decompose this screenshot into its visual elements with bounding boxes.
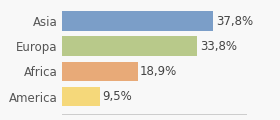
Text: 37,8%: 37,8% bbox=[216, 15, 253, 27]
Bar bbox=[62, 36, 197, 56]
Text: 9,5%: 9,5% bbox=[102, 90, 132, 103]
Text: 33,8%: 33,8% bbox=[200, 40, 237, 53]
Bar bbox=[62, 62, 137, 81]
Text: 18,9%: 18,9% bbox=[140, 65, 177, 78]
Bar bbox=[62, 87, 100, 106]
Bar bbox=[62, 11, 213, 31]
